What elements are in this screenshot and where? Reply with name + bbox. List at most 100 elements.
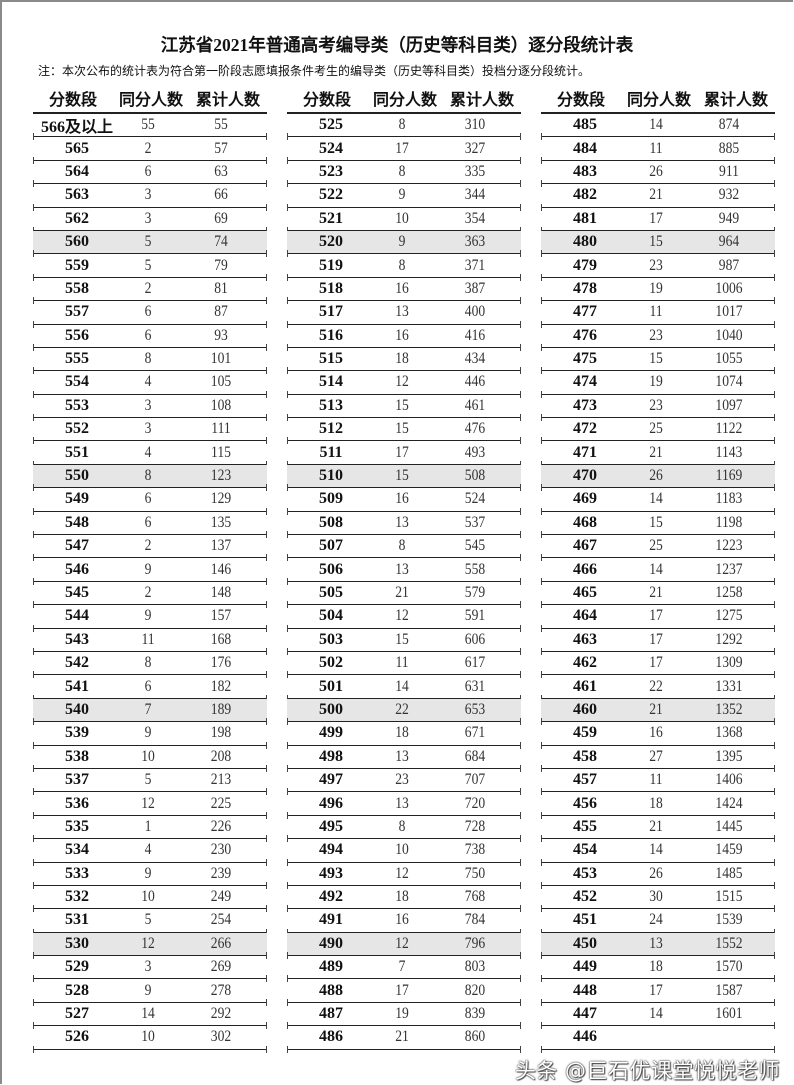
score-cell: 491: [319, 911, 343, 929]
header-score: 分数段: [556, 89, 605, 109]
table-row: 483 26 911: [541, 161, 775, 188]
cumulative-count-cell: 111: [211, 420, 231, 438]
same-score-count-cell: 13: [395, 303, 409, 321]
cumulative-count-cell: 1198: [715, 513, 743, 531]
score-cell: 486: [319, 1028, 343, 1046]
same-score-count-cell: 8: [398, 162, 406, 180]
same-score-count-cell: 11: [649, 303, 663, 321]
same-score-count-cell: 17: [649, 630, 663, 648]
same-score-count-cell: 4: [144, 373, 152, 391]
cumulative-count-cell: 911: [719, 162, 739, 180]
same-score-count-cell: 9: [144, 864, 152, 882]
table-row: 453 26 1485: [541, 863, 775, 890]
score-cell: 449: [573, 958, 597, 976]
cumulative-count-cell: 354: [464, 209, 486, 227]
cumulative-count-cell: 434: [464, 350, 486, 368]
same-score-count-cell: 8: [144, 467, 152, 485]
same-score-count-cell: 23: [395, 771, 409, 789]
score-cell: 524: [319, 139, 343, 157]
score-cell: 516: [319, 326, 343, 344]
cumulative-count-cell: 446: [464, 373, 486, 391]
cumulative-count-cell: 269: [210, 958, 232, 976]
table-row: 532 10 249: [33, 886, 267, 913]
table-row: 521 10 354: [287, 208, 521, 235]
cumulative-count-cell: 860: [464, 1028, 486, 1046]
cumulative-count-cell: 1275: [715, 607, 743, 625]
same-score-count-cell: 6: [144, 677, 152, 695]
cumulative-count-cell: 266: [210, 934, 232, 952]
table-row: 543 11 168: [33, 629, 267, 656]
score-cell: 454: [573, 841, 597, 859]
score-cell: 469: [573, 490, 597, 508]
cumulative-count-cell: 55: [214, 116, 228, 134]
cumulative-count-cell: 198: [210, 724, 232, 742]
same-score-count-cell: 16: [395, 911, 409, 929]
same-score-count-cell: 6: [144, 513, 152, 531]
score-cell: 463: [573, 630, 597, 648]
score-cell: 490: [319, 934, 343, 952]
score-cell: 529: [65, 958, 89, 976]
cumulative-count-cell: 558: [464, 560, 486, 578]
score-cell: 497: [319, 771, 343, 789]
table-row: 489 7 803: [287, 956, 521, 983]
score-cell: 540: [65, 700, 89, 718]
table-row: 529 3 269: [33, 956, 267, 983]
same-score-count-cell: 3: [144, 186, 152, 204]
cumulative-count-cell: 1406: [715, 771, 743, 789]
score-cell: 477: [573, 303, 597, 321]
score-cell: 538: [65, 747, 89, 765]
table-note: 注：本次公布的统计表为符合第一阶段志愿填报条件考生的编导类（历史等科目类）投档分…: [38, 64, 591, 78]
cumulative-count-cell: 249: [210, 888, 232, 906]
table-row: 459 16 1368: [541, 722, 775, 749]
cumulative-count-cell: 148: [210, 584, 232, 601]
cumulative-count-cell: 606: [464, 630, 486, 648]
header-same-count: 同分人数: [372, 89, 437, 109]
table-row: 485 14 874: [541, 114, 775, 141]
table-row: 559 5 79: [33, 254, 267, 282]
same-score-count-cell: 16: [395, 326, 409, 344]
cumulative-count-cell: 81: [214, 279, 228, 297]
same-score-count-cell: 9: [144, 607, 152, 625]
same-score-count-cell: 23: [649, 396, 663, 414]
score-cell: 533: [65, 864, 89, 882]
cumulative-count-cell: 784: [464, 911, 486, 929]
table-row: 465 21 1258: [541, 582, 775, 609]
score-cell: 467: [573, 537, 597, 555]
table-row: 476 23 1040: [541, 325, 775, 352]
cumulative-count-cell: 1143: [715, 443, 743, 461]
table-row: 507 8 545: [287, 535, 521, 562]
cumulative-count-cell: 1459: [715, 841, 743, 859]
table-row: 452 30 1515: [541, 886, 775, 913]
score-cell: 507: [319, 537, 343, 555]
table-row: 560 5 74: [33, 230, 267, 258]
table-row: 513 15 461: [287, 395, 521, 422]
score-cell: 471: [573, 443, 597, 461]
same-score-count-cell: 17: [395, 443, 409, 461]
same-score-count-cell: 25: [649, 537, 663, 555]
header-same-count: 同分人数: [626, 89, 691, 109]
score-cell: 487: [319, 1005, 343, 1023]
table-row: 509 16 524: [287, 488, 521, 516]
same-score-count-cell: 19: [649, 373, 663, 391]
cumulative-count-cell: 69: [214, 209, 228, 227]
table-row: 549 6 129: [33, 488, 267, 516]
cumulative-count-cell: 176: [210, 654, 232, 672]
same-score-count-cell: 55: [141, 116, 155, 134]
table-row: 504 12 591: [287, 605, 521, 633]
cumulative-count-cell: 87: [214, 303, 228, 321]
score-cell: 510: [319, 467, 343, 485]
same-score-count-cell: 16: [395, 279, 409, 297]
cumulative-count-cell: 387: [464, 279, 486, 297]
score-cell: 484: [573, 139, 597, 157]
table-column-3: 分数段 同分人数 累计人数 485 14 874 484 11 885 483 26 911 482 21…: [541, 83, 775, 1054]
cumulative-count-cell: 545: [464, 537, 486, 555]
score-cell: 465: [573, 584, 597, 601]
table-row: 477 11 1017: [541, 301, 775, 328]
score-cell: 550: [65, 467, 89, 485]
score-cell: 565: [65, 139, 89, 157]
score-cell: 459: [573, 724, 597, 742]
cumulative-count-cell: 254: [210, 911, 232, 929]
same-score-count-cell: 13: [395, 560, 409, 578]
table-row: 457 11 1406: [541, 769, 775, 796]
same-score-count-cell: 13: [649, 934, 663, 952]
